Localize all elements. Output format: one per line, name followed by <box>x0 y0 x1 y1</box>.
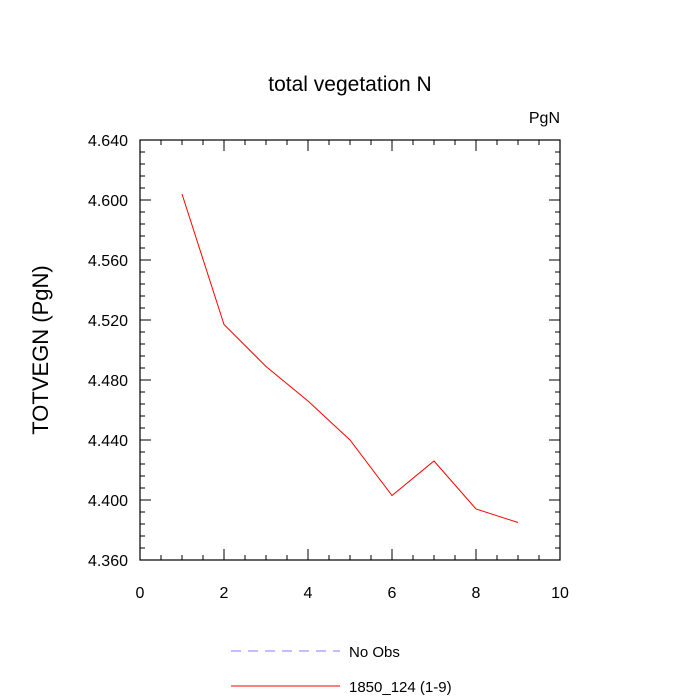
y-axis-label: TOTVEGN (PgN) <box>28 265 53 435</box>
y-tick-label: 4.400 <box>88 493 128 510</box>
y-tick-label: 4.560 <box>88 253 128 270</box>
y-tick-label: 4.520 <box>88 313 128 330</box>
y-tick-label: 4.440 <box>88 433 128 450</box>
x-tick-label: 0 <box>136 585 145 602</box>
legend: No Obs 1850_124 (1-9) <box>231 644 452 696</box>
plot-area: 0 2 4 6 8 10 4.360 4.400 4.440 4.480 4.520 4.560 4.6… <box>88 133 569 602</box>
x-tick-label: 10 <box>551 585 569 602</box>
chart-title: total vegetation N <box>268 73 431 96</box>
x-tick-label: 2 <box>220 585 229 602</box>
units-label: PgN <box>529 110 560 127</box>
series-line <box>181 193 519 523</box>
x-tick-label: 8 <box>472 585 481 602</box>
plot-frame <box>139 139 561 561</box>
legend-label: No Obs <box>349 644 400 661</box>
y-tick-label: 4.360 <box>88 553 128 570</box>
y-tick-label: 4.480 <box>88 373 128 390</box>
legend-label: 1850_124 (1-9) <box>349 679 452 696</box>
x-tick-label: 6 <box>388 585 397 602</box>
x-tick-label: 4 <box>304 585 313 602</box>
y-tick-label: 4.640 <box>88 133 128 150</box>
y-tick-label: 4.600 <box>88 193 128 210</box>
